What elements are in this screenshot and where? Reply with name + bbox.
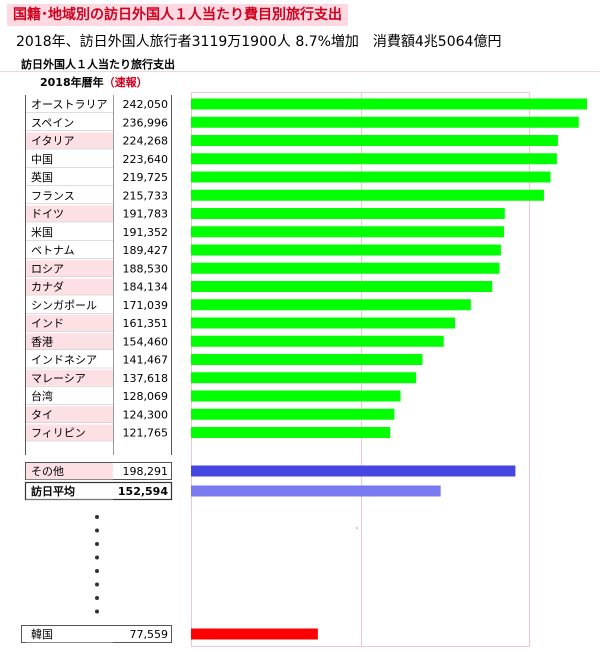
row-value: 141,467 bbox=[123, 354, 169, 367]
row-value: 152,594 bbox=[118, 485, 168, 498]
subtitle: 2018年、訪日外国人旅行者3119万1900人 8.7%増加 消費額4兆506… bbox=[16, 34, 502, 50]
bar bbox=[191, 390, 401, 402]
row-value: 161,351 bbox=[123, 317, 169, 330]
bar bbox=[191, 116, 579, 128]
row-highlight bbox=[26, 369, 113, 386]
row-name: 韓国 bbox=[31, 628, 53, 641]
bar bbox=[191, 427, 391, 438]
row-value: 189,427 bbox=[123, 244, 169, 257]
row-value: 215,733 bbox=[123, 189, 169, 202]
row-highlight bbox=[26, 278, 113, 295]
row-name: ベトナム bbox=[31, 244, 75, 257]
row-value: 171,039 bbox=[123, 299, 169, 312]
bar bbox=[191, 171, 551, 183]
row-highlight bbox=[26, 132, 113, 149]
bar bbox=[191, 354, 423, 365]
row-name: スペイン bbox=[31, 116, 74, 129]
divider bbox=[0, 71, 600, 72]
ellipsis-dot bbox=[95, 528, 99, 533]
row-value: 242,050 bbox=[123, 98, 169, 111]
bar bbox=[191, 485, 441, 497]
bar bbox=[191, 299, 471, 311]
row-value: 154,460 bbox=[123, 335, 169, 348]
row-name: ドイツ bbox=[31, 208, 64, 221]
guide-frame-right bbox=[361, 92, 530, 647]
bar bbox=[191, 317, 455, 329]
bar bbox=[191, 465, 516, 477]
row-value: 188,530 bbox=[123, 262, 169, 275]
bar bbox=[191, 98, 587, 110]
row-value: 77,559 bbox=[130, 628, 169, 641]
year-label: 2018年暦年（速報） bbox=[40, 74, 148, 90]
bar bbox=[191, 281, 493, 292]
row-name: シンガポール bbox=[31, 299, 97, 312]
row-value: 121,765 bbox=[123, 427, 169, 440]
row-value: 137,618 bbox=[123, 372, 169, 385]
ellipsis-dot bbox=[95, 555, 99, 560]
bar bbox=[191, 262, 500, 274]
row-name: フィリピン bbox=[31, 427, 86, 440]
row-name: タイ bbox=[31, 408, 53, 421]
bar bbox=[191, 226, 505, 238]
row-value: 219,725 bbox=[123, 171, 169, 184]
page-title: 国籍･地域別の訪日外国人１人当たり費目別旅行支出 bbox=[7, 4, 348, 26]
row-value: 236,996 bbox=[123, 116, 169, 129]
row-value: 198,291 bbox=[123, 465, 169, 478]
row-highlight bbox=[26, 424, 113, 441]
ellipsis-dot bbox=[95, 596, 99, 600]
row-highlight bbox=[26, 205, 113, 222]
ellipsis-dot bbox=[95, 515, 99, 519]
chart-label: 訪日外国人１人当たり旅行支出 bbox=[21, 58, 175, 71]
row-highlight bbox=[26, 333, 113, 350]
row-name: ロシア bbox=[31, 262, 64, 275]
row-highlight bbox=[26, 260, 113, 277]
row-value: 191,783 bbox=[123, 208, 169, 221]
row-value: 223,640 bbox=[123, 153, 169, 166]
row-highlight bbox=[26, 463, 113, 479]
bar bbox=[191, 372, 417, 384]
preliminary-label: （速報） bbox=[103, 76, 148, 89]
row-name: イタリア bbox=[31, 135, 75, 148]
row-name: オーストラリア bbox=[31, 98, 107, 111]
row-value: 128,069 bbox=[123, 390, 169, 403]
ellipsis-dot bbox=[95, 609, 99, 614]
row-name: カナダ bbox=[31, 280, 64, 294]
bar bbox=[191, 335, 444, 347]
bar bbox=[191, 208, 505, 219]
ellipsis-dot bbox=[95, 542, 99, 546]
row-name: マレーシア bbox=[31, 372, 86, 385]
stray-dot bbox=[356, 527, 358, 529]
row-name: その他 bbox=[31, 465, 64, 478]
row-value: 184,134 bbox=[123, 281, 169, 294]
row-name: 中国 bbox=[31, 153, 53, 166]
row-value: 191,352 bbox=[123, 226, 169, 239]
ellipsis-dot bbox=[95, 582, 99, 587]
row-name: 米国 bbox=[31, 226, 53, 239]
row-name: インド bbox=[31, 317, 64, 330]
row-name: フランス bbox=[31, 189, 75, 202]
year-text: 2018年暦年 bbox=[40, 76, 104, 89]
row-value: 124,300 bbox=[123, 408, 169, 421]
bar bbox=[191, 408, 395, 420]
row-name: 香港 bbox=[31, 335, 53, 348]
row-name: インドネシア bbox=[31, 354, 97, 367]
row-name: 英国 bbox=[31, 170, 53, 184]
bar bbox=[191, 189, 544, 201]
row-highlight bbox=[26, 315, 113, 331]
ellipsis-dot bbox=[95, 569, 99, 573]
bar bbox=[191, 135, 558, 146]
row-name: 訪日平均 bbox=[31, 484, 75, 498]
bar bbox=[191, 244, 501, 256]
bar bbox=[191, 153, 557, 165]
row-highlight bbox=[26, 406, 113, 423]
row-name: 台湾 bbox=[31, 389, 53, 403]
bar bbox=[191, 628, 318, 640]
row-value: 224,268 bbox=[123, 135, 169, 148]
